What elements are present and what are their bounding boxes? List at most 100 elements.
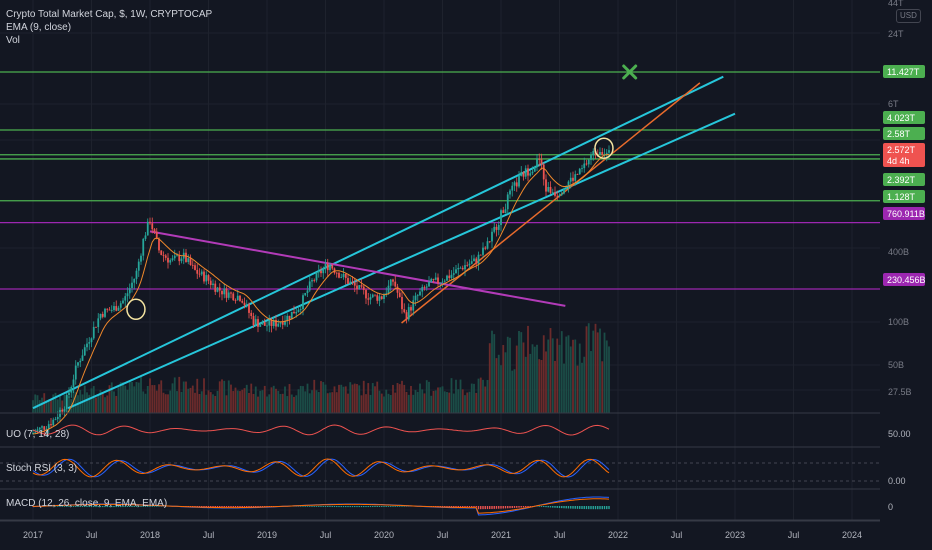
volume-bar [434,390,437,413]
macd-histogram-bar [239,506,241,508]
volume-bar [290,394,293,413]
candle-body [61,409,64,412]
currency-badge[interactable]: USD [896,9,921,23]
volume-bar [437,387,439,413]
candle-body [315,272,318,281]
macd-histogram-bar [549,506,552,508]
macd-histogram-bar [149,506,151,507]
macd-histogram-bar [311,506,313,507]
macd-histogram-bar [374,506,376,508]
volume-bar [529,353,532,413]
candle-body [416,295,419,297]
volume-bar [376,381,379,413]
volume-bar [106,395,109,413]
stoch-indicator-label[interactable]: Stoch RSI (3, 3) [6,463,77,474]
support-line [401,82,701,324]
candle-body [162,254,165,256]
volume-bar [88,394,91,413]
macd-histogram-bar [203,506,205,507]
volume-bar [540,359,543,413]
channel-upper-line [32,75,724,410]
price-tag-label: 2.572T [887,145,916,155]
macd-histogram-bar [153,506,156,507]
volume-bar [443,391,446,413]
volume-bar [331,392,334,413]
volume-bar [322,382,325,413]
candle-body [290,311,293,320]
symbol-title[interactable]: Crypto Total Market Cap, $, 1W, CRYPTOCA… [6,9,213,20]
candle-body [261,322,264,325]
candle-body [173,255,176,259]
candle-body [133,278,136,283]
candle-body [88,342,91,344]
candle-body [189,258,192,265]
ema-legend[interactable]: EMA (9, close) [6,22,72,33]
volume-bar [142,391,145,413]
volume-bar [137,382,140,413]
candle-body [578,168,581,175]
candle-body [110,310,113,311]
volume-bar [594,323,597,413]
volume-bar [227,380,230,413]
macd-indicator-label[interactable]: MACD (12, 26, close, 9, EMA, EMA) [6,498,167,509]
volume-bar [45,400,48,413]
volume-bar [304,391,307,413]
candle-body [45,428,48,430]
price-tag-label: 760.911B [887,209,925,219]
time-axis[interactable]: 2017 Jul 2018 Jul 2019 Jul 2020 Jul 2021 Jul 2022 J… [0,520,880,540]
candle-body [360,285,363,287]
volume-bar [61,400,64,413]
candle-body [275,319,277,327]
osc-line [32,424,610,436]
volume-bar [277,390,280,413]
volume-bar [477,378,480,413]
osc-indicator-label[interactable]: UO (7, 14, 28) [6,429,69,440]
candle-body [254,319,257,326]
candle-body [387,285,390,294]
volume-bar [151,385,154,413]
volume-bar [189,387,192,413]
volume-bar [362,380,365,413]
candle-body [218,287,221,291]
target-x-mark [622,64,638,80]
candle-body [392,279,394,282]
macd-histogram-bar [561,506,563,509]
price-axis[interactable]: 44T 24T 6T 400B 100B 50B 27.5B [888,0,912,397]
macd-histogram-bar [543,506,545,508]
volume-bar [275,388,277,413]
volume-bar [572,339,574,413]
macd-histogram-bar [207,506,210,508]
candle-body [563,188,565,194]
volume-bar [486,380,489,413]
candle-body [86,343,88,348]
candle-body [131,282,133,289]
macd-histogram-bar [504,506,507,509]
macd-histogram-bar [81,506,84,507]
macd-histogram-bar [205,506,207,507]
candle-body [365,289,367,299]
macd-histogram-bar [329,506,331,508]
candle-body [403,309,406,313]
macd-histogram-bar [513,506,516,508]
macd-histogram-bar [444,506,446,507]
macd-histogram-bar [529,506,531,507]
volume-bar [266,396,268,413]
candle-body [52,419,55,426]
volume-legend[interactable]: Vol [6,35,20,46]
volume-bar [225,395,228,413]
candle-body [538,159,541,160]
candle-body [398,292,401,297]
volume-bar [504,352,507,413]
volume-bar [306,383,309,413]
macd-histogram-bar [111,506,113,508]
macd-histogram-bar [196,506,198,507]
candle-body [299,309,302,310]
macd-histogram-bar [570,506,572,509]
volume-bar [126,389,129,413]
volume-bar [50,399,52,413]
candle-body [446,275,448,281]
volume-bar [194,392,196,413]
macd-histogram-bar [394,506,396,507]
candle-body [227,292,230,298]
